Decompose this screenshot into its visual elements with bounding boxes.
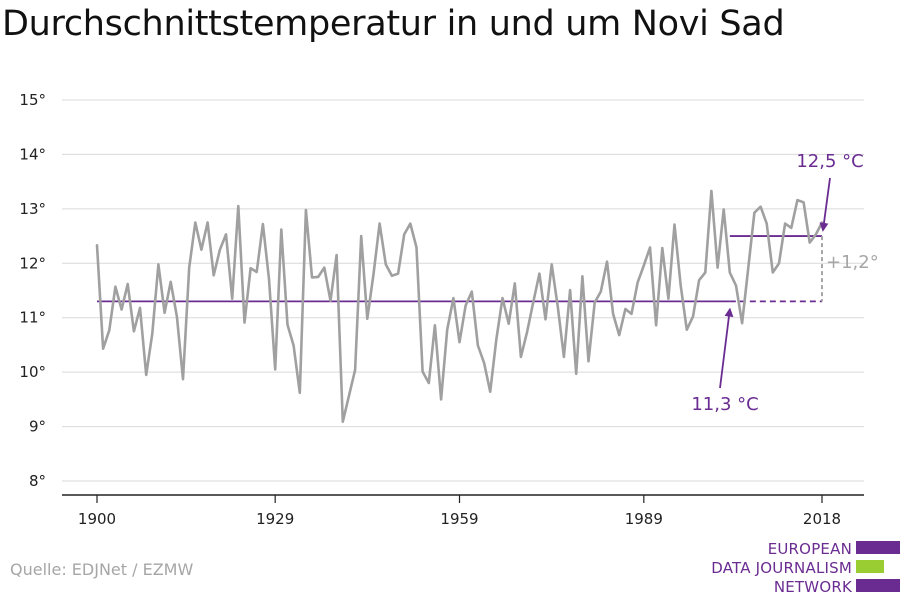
- annotation-difference: +1,2°: [826, 252, 879, 273]
- y-tick-label: 9°: [29, 418, 46, 436]
- reference-lines: [97, 235, 823, 303]
- logo-line-2: DATA JOURNALISM: [711, 559, 852, 577]
- temperature-series-line: [95, 189, 824, 424]
- logo-bar-green: [856, 560, 884, 573]
- y-tick-label: 11°: [19, 309, 46, 327]
- annotation-recent-average: 12,5 °C: [796, 151, 863, 172]
- series-layer: [95, 189, 824, 424]
- y-tick-label: 13°: [19, 200, 46, 218]
- y-tick-label: 10°: [19, 363, 46, 381]
- x-tick-label: 1929: [256, 510, 294, 528]
- annotation-baseline-average: 11,3 °C: [691, 394, 758, 415]
- chart-title: Durchschnittstemperatur in und um Novi S…: [2, 4, 785, 44]
- y-tick-label: 12°: [19, 254, 46, 272]
- annotation-arrow-baseline: [719, 307, 734, 389]
- logo-line-1: EUROPEAN: [767, 540, 852, 558]
- y-axis-tick-labels: 8° 9° 10° 11° 12° 13° 14° 15°: [19, 91, 46, 490]
- logo-text: EUROPEAN DATA JOURNALISM NETWORK: [711, 540, 852, 597]
- gridlines: [62, 99, 864, 482]
- logo-bar-purple-bottom: [856, 579, 900, 592]
- source-note: Quelle: EDJNet / EZMW: [10, 560, 194, 579]
- y-tick-label: 14°: [19, 145, 46, 163]
- logo-bar-purple-top: [856, 541, 900, 554]
- x-tick-label: 1900: [78, 510, 116, 528]
- annotations: 12,5 °C 11,3 °C +1,2°: [691, 151, 878, 415]
- x-axis: 1900 1929 1959 1989 2018: [62, 494, 864, 528]
- edjnet-logo: EUROPEAN DATA JOURNALISM NETWORK: [700, 540, 900, 596]
- x-tick-label: 1959: [440, 510, 478, 528]
- logo-line-3: NETWORK: [773, 578, 852, 596]
- annotation-arrow-recent: [819, 177, 831, 232]
- x-tick-label: 1989: [625, 510, 663, 528]
- y-tick-label: 8°: [29, 472, 46, 490]
- y-tick-label: 15°: [19, 91, 46, 109]
- x-tick-label: 2018: [803, 510, 841, 528]
